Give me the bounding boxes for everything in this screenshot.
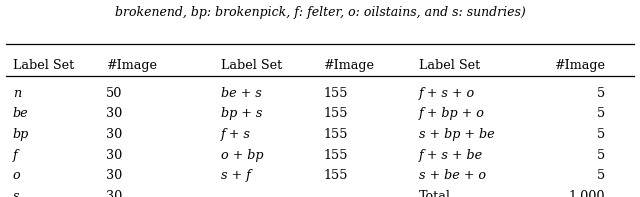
Text: 30: 30: [106, 107, 122, 120]
Text: 155: 155: [323, 149, 348, 162]
Text: #Image: #Image: [106, 59, 157, 72]
Text: 30: 30: [106, 149, 122, 162]
Text: 155: 155: [323, 87, 348, 100]
Text: Label Set: Label Set: [419, 59, 481, 72]
Text: 30: 30: [106, 128, 122, 141]
Text: 30: 30: [106, 190, 122, 197]
Text: 50: 50: [106, 87, 122, 100]
Text: 155: 155: [323, 107, 348, 120]
Text: s: s: [13, 190, 19, 197]
Text: 5: 5: [596, 87, 605, 100]
Text: 155: 155: [323, 169, 348, 182]
Text: #Image: #Image: [323, 59, 374, 72]
Text: Label Set: Label Set: [221, 59, 282, 72]
Text: 30: 30: [106, 169, 122, 182]
Text: brokenend, bp: brokenpick, f: felter, o: oilstains, and s: sundries): brokenend, bp: brokenpick, f: felter, o:…: [115, 6, 525, 19]
Text: be + s: be + s: [221, 87, 262, 100]
Text: 5: 5: [596, 169, 605, 182]
Text: f: f: [13, 149, 17, 162]
Text: bp + s: bp + s: [221, 107, 262, 120]
Text: be: be: [13, 107, 28, 120]
Text: 1,000: 1,000: [568, 190, 605, 197]
Text: Total: Total: [419, 190, 451, 197]
Text: s + f: s + f: [221, 169, 251, 182]
Text: f + s + be: f + s + be: [419, 149, 483, 162]
Text: 5: 5: [596, 149, 605, 162]
Text: bp: bp: [13, 128, 29, 141]
Text: s + bp + be: s + bp + be: [419, 128, 495, 141]
Text: f + s + o: f + s + o: [419, 87, 476, 100]
Text: 5: 5: [596, 107, 605, 120]
Text: f + s: f + s: [221, 128, 251, 141]
Text: f + bp + o: f + bp + o: [419, 107, 485, 120]
Text: o + bp: o + bp: [221, 149, 263, 162]
Text: o: o: [13, 169, 20, 182]
Text: #Image: #Image: [554, 59, 605, 72]
Text: n: n: [13, 87, 21, 100]
Text: s + be + o: s + be + o: [419, 169, 486, 182]
Text: Label Set: Label Set: [13, 59, 74, 72]
Text: 155: 155: [323, 128, 348, 141]
Text: 5: 5: [596, 128, 605, 141]
